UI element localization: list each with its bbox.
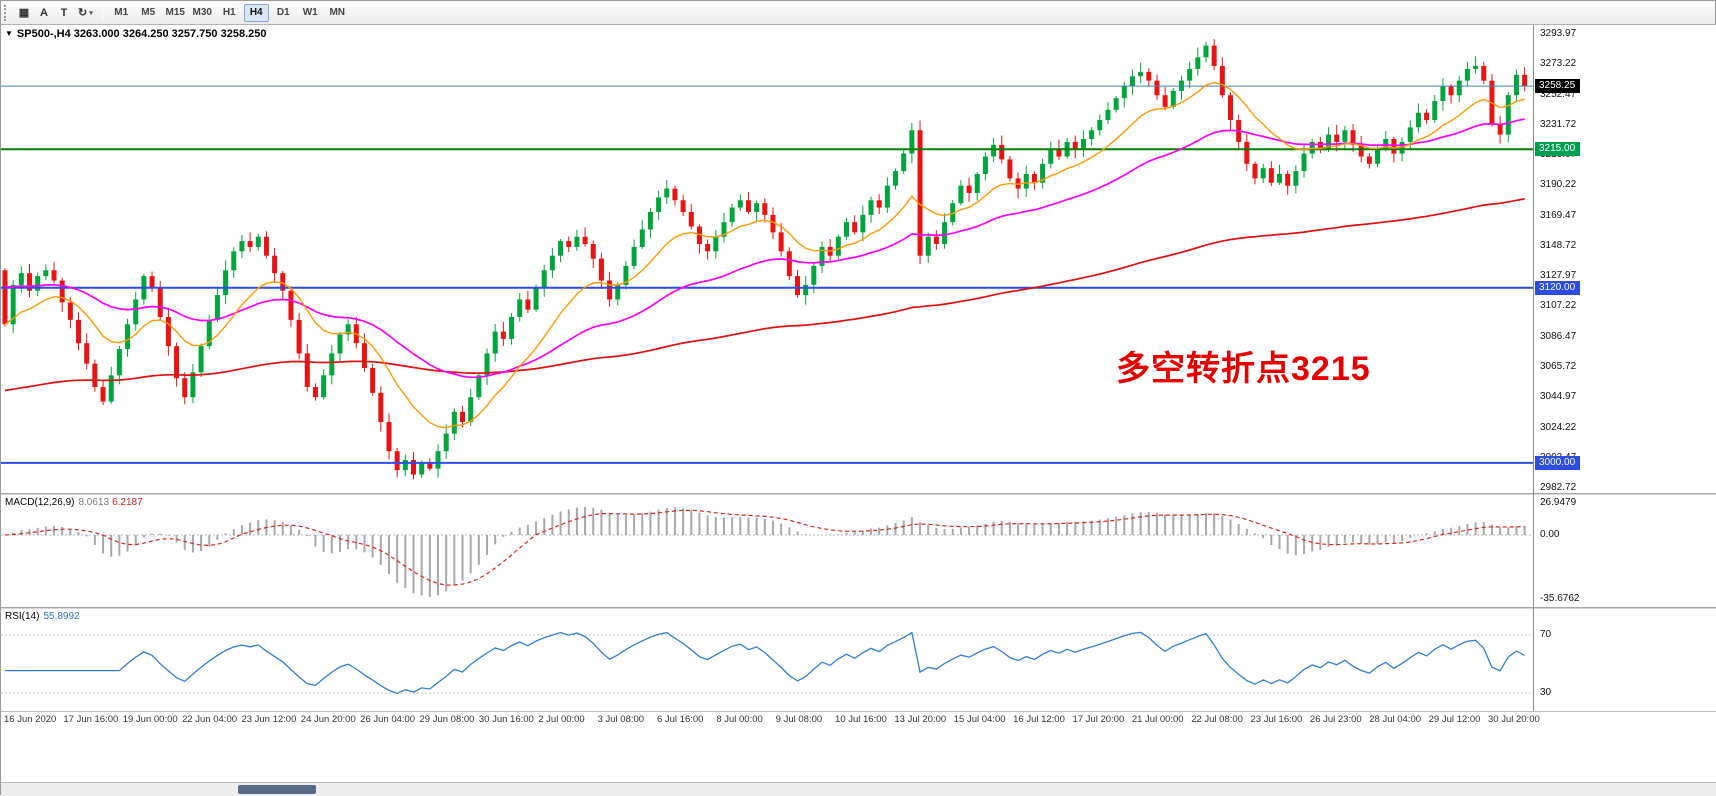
price-tag-3120.00: 3120.00 xyxy=(1535,280,1581,295)
toolbar-separator xyxy=(101,4,103,21)
price-axis-label: 3273.22 xyxy=(1540,58,1577,70)
time-axis-label: 10 Jul 16:00 xyxy=(835,714,887,725)
price-axis-label: 3148.72 xyxy=(1540,239,1577,251)
symbol-ohlc-header: SP500-,H4 3263.000 3264.250 3257.750 325… xyxy=(16,28,267,40)
price-axis-label: 3293.97 xyxy=(1540,28,1577,39)
price-axis-label: 3065.72 xyxy=(1540,360,1577,372)
rsi-axis-label: 70 xyxy=(1540,629,1552,640)
rsi-axis-label: 30 xyxy=(1540,687,1552,698)
rsi-canvas[interactable] xyxy=(1,609,1533,711)
time-axis-label: 26 Jun 04:00 xyxy=(360,714,416,725)
chart-header: ▼ SP500-,H4 3263.000 3264.250 3257.750 32… xyxy=(5,28,266,40)
macd-pane[interactable]: MACD(12,26,9) 8.0613 6.2187 xyxy=(1,495,1533,607)
annotation-text-object[interactable]: 多空转折点3215 xyxy=(1116,350,1371,388)
time-axis-label: 28 Jul 04:00 xyxy=(1369,714,1422,725)
timeframe-button-mn[interactable]: MN xyxy=(329,7,346,18)
timeframe-button-h4[interactable]: H4 xyxy=(243,3,269,22)
rsi-pane[interactable]: RSI(14) 55.8992 xyxy=(1,609,1533,711)
time-axis-label: 30 Jul 20:00 xyxy=(1488,714,1540,725)
price-tag-3258.25: 3258.25 xyxy=(1535,79,1581,94)
timeframe-button-m30[interactable]: M30 xyxy=(192,7,212,18)
timeframe-button-h1[interactable]: H1 xyxy=(222,7,236,18)
time-axis-label: 15 Jul 04:00 xyxy=(953,714,1006,725)
price-axis-label: 2982.72 xyxy=(1540,482,1577,494)
timeframe-button-m1[interactable]: M1 xyxy=(114,7,129,18)
text-annotation-icon[interactable]: A xyxy=(40,6,48,19)
time-axis-label: 3 Jul 08:00 xyxy=(597,714,645,725)
time-axis-label: 23 Jul 16:00 xyxy=(1250,714,1303,725)
toolbar: ▦ A T ↻ ▾ M1 M5 M15 M30 H1 H4 D1 W1 MN xyxy=(1,1,1715,25)
price-axis-label: 3169.47 xyxy=(1540,209,1577,221)
price-axis-label: 3190.22 xyxy=(1540,179,1577,191)
time-axis-label: 6 Jul 16:00 xyxy=(656,714,704,725)
macd-canvas[interactable] xyxy=(1,495,1533,607)
time-axis-label: 17 Jun 16:00 xyxy=(63,714,119,725)
time-axis-label: 13 Jul 20:00 xyxy=(894,714,947,725)
main-chart-pane[interactable]: ▼ SP500-,H4 3263.000 3264.250 3257.750 32… xyxy=(1,25,1533,493)
timeframe-group: M1 M5 M15 M30 H1 H4 D1 W1 MN xyxy=(108,3,351,22)
time-axis: 16 Jun 2020 17 Jun 16:00 19 Jun 00:00 22 Ju… xyxy=(1,711,1716,727)
time-axis-label: 19 Jun 00:00 xyxy=(122,714,178,725)
macd-axis-label: -35.6762 xyxy=(1540,593,1580,604)
price-tag-3000.00: 3000.00 xyxy=(1535,455,1581,470)
time-axis-label: 2 Jul 00:00 xyxy=(538,714,585,725)
time-axis-label: 16 Jun 2020 xyxy=(4,714,57,725)
toolbar-icon-group: ▦ A T ↻ ▾ xyxy=(14,3,97,22)
toolbar-drag-handle[interactable] xyxy=(4,4,10,21)
horizontal-scrollbar[interactable] xyxy=(1,782,1716,796)
price-axis: 3293.973273.223252.473231.723210.973190.… xyxy=(1533,25,1716,711)
time-axis-label: 29 Jul 12:00 xyxy=(1428,714,1481,725)
collapse-icon[interactable]: ▼ xyxy=(5,29,13,38)
timeframe-button-m15[interactable]: M15 xyxy=(165,7,185,18)
macd-label: MACD(12,26,9) 8.0613 6.2187 xyxy=(5,497,143,508)
timeframe-button-d1[interactable]: D1 xyxy=(276,7,290,18)
price-axis-label: 3252.47 xyxy=(1540,88,1577,100)
time-axis-label: 23 Jun 12:00 xyxy=(241,714,297,725)
price-tag-3215.00: 3215.00 xyxy=(1535,142,1581,157)
macd-axis-label: 0.00 xyxy=(1540,529,1560,540)
price-axis-label: 3127.97 xyxy=(1540,270,1577,282)
time-axis-label: 26 Jul 23:00 xyxy=(1309,714,1362,725)
time-axis-label: 24 Jun 20:00 xyxy=(300,714,356,725)
pane-separator[interactable] xyxy=(1,607,1716,609)
text-tool-icon[interactable]: T xyxy=(60,6,68,19)
time-axis-label: 30 Jun 16:00 xyxy=(478,714,534,725)
price-axis-label: 3107.22 xyxy=(1540,300,1577,312)
bottom-filler xyxy=(1,727,1716,782)
time-axis-label: 21 Jul 00:00 xyxy=(1131,714,1184,725)
price-axis-label: 3086.47 xyxy=(1540,330,1577,342)
time-axis-label: 16 Jul 12:00 xyxy=(1013,714,1065,725)
time-axis-label: 9 Jul 08:00 xyxy=(775,714,823,725)
chart-grid-icon[interactable]: ▦ xyxy=(18,7,30,19)
macd-axis-label: 26.9479 xyxy=(1540,497,1577,508)
timeframe-button-m5[interactable]: M5 xyxy=(141,7,156,18)
rsi-label: RSI(14) 55.8992 xyxy=(5,611,80,622)
price-axis-label: 3231.72 xyxy=(1540,118,1577,130)
time-axis-label: 22 Jul 08:00 xyxy=(1191,714,1243,725)
time-axis-label: 17 Jul 20:00 xyxy=(1072,714,1125,725)
time-axis-label: 8 Jul 00:00 xyxy=(716,714,763,725)
chart-area: ▼ SP500-,H4 3263.000 3264.250 3257.750 32… xyxy=(1,25,1716,796)
time-axis-label: 29 Jun 08:00 xyxy=(419,714,475,725)
time-axis-label: 22 Jun 04:00 xyxy=(182,714,238,725)
main-chart-canvas[interactable] xyxy=(1,25,1533,493)
price-axis-label: 3044.97 xyxy=(1540,391,1577,403)
pane-separator[interactable] xyxy=(1,493,1716,495)
timeframe-button-w1[interactable]: W1 xyxy=(302,7,318,18)
scrollbar-thumb[interactable] xyxy=(238,785,316,794)
cycle-arrows-icon[interactable]: ↻ ▾ xyxy=(78,7,93,19)
price-axis-label: 3024.22 xyxy=(1540,421,1577,433)
